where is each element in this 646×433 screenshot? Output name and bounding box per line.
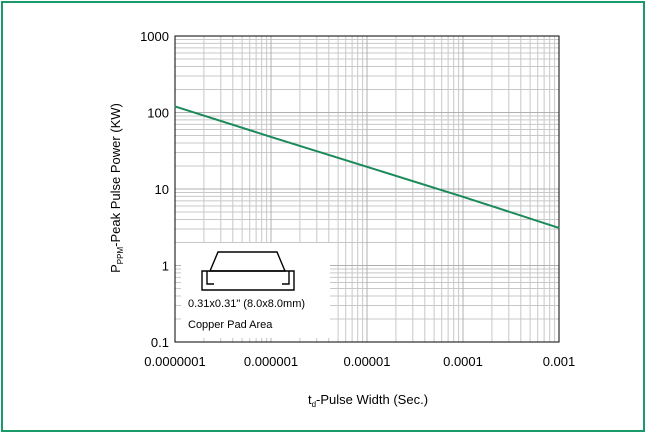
y-tick-label: 10 (155, 182, 169, 197)
x-axis-label-main: t (308, 392, 312, 407)
series-point (270, 136, 272, 138)
series-point (366, 166, 368, 168)
x-axis-label-rest: -Pulse Width (Sec.) (316, 392, 428, 407)
series-point (462, 196, 464, 198)
annotation-line1: 0.31x0.31" (8.0x8.0mm) (188, 298, 305, 310)
y-tick-label: 100 (147, 106, 169, 121)
series-point (174, 105, 176, 107)
x-axis-label: td-Pulse Width (Sec.) (308, 392, 428, 409)
package-outline-icon (201, 251, 295, 291)
y-axis-label-main: P (108, 264, 123, 273)
series-point (558, 227, 560, 229)
x-tick-label: 0.0001 (443, 354, 483, 369)
x-tick-label: 0.001 (543, 354, 576, 369)
x-tick-label: 0.00001 (344, 354, 391, 369)
x-tick-label: 0.0000001 (144, 354, 205, 369)
y-tick-label: 0.1 (151, 335, 169, 350)
x-tick-label: 0.000001 (244, 354, 298, 369)
y-tick-label: 1000 (140, 29, 169, 44)
plot-border (174, 35, 560, 343)
copper-pad-annotation: 0.31x0.31" (8.0x8.0mm) Copper Pad Area (181, 243, 330, 338)
y-axis-label: PPPM-Peak Pulse Power (KW) (108, 103, 125, 273)
y-tick-label: 1 (162, 259, 169, 274)
x-axis-label-sub: d (312, 400, 316, 409)
y-axis-label-rest: -Peak Pulse Power (KW) (108, 103, 123, 247)
annotation-line2: Copper Pad Area (188, 319, 273, 331)
y-axis-label-sub: PPM (116, 247, 125, 265)
